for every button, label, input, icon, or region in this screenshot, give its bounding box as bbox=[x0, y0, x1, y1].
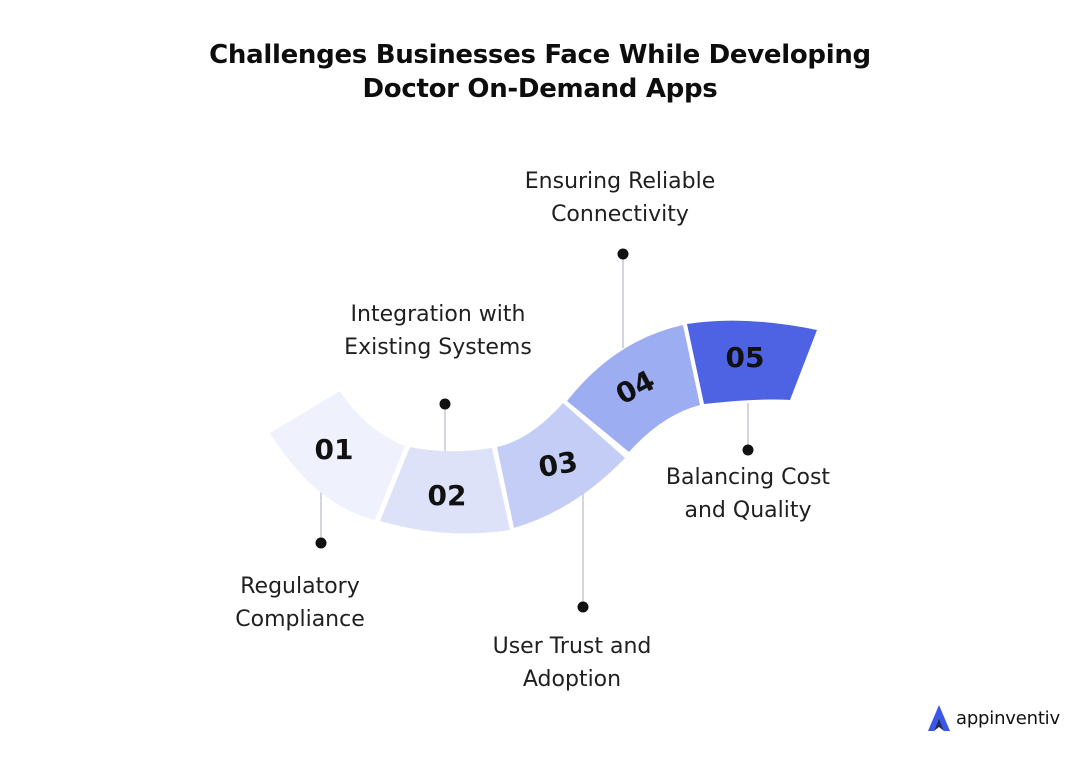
title-line-1: Challenges Businesses Face While Develop… bbox=[209, 40, 871, 70]
step-label-03: User Trust and Adoption bbox=[442, 630, 702, 696]
step-label-02-line1: Integration with bbox=[350, 302, 526, 327]
dot-01 bbox=[315, 537, 327, 549]
title-line-2: Doctor On-Demand Apps bbox=[362, 74, 718, 104]
step-label-02-line2: Existing Systems bbox=[344, 335, 532, 360]
segment-01 bbox=[270, 391, 405, 520]
step-number-03: 03 bbox=[536, 445, 580, 484]
page-title: Challenges Businesses Face While Develop… bbox=[0, 38, 1080, 106]
step-label-01-line1: Regulatory bbox=[240, 574, 360, 599]
dot-03 bbox=[577, 601, 589, 613]
brand-logo: appinventiv bbox=[926, 702, 1060, 734]
step-label-04-line2: Connectivity bbox=[551, 202, 689, 227]
step-number-02: 02 bbox=[428, 479, 467, 512]
step-label-05: Balancing Cost and Quality bbox=[618, 461, 878, 527]
connector-dots bbox=[315, 248, 754, 613]
step-label-04-line1: Ensuring Reliable bbox=[524, 169, 716, 194]
connector-lines bbox=[320, 254, 749, 607]
step-label-04: Ensuring Reliable Connectivity bbox=[490, 165, 750, 231]
step-label-05-line1: Balancing Cost bbox=[665, 465, 831, 490]
step-label-05-line2: and Quality bbox=[684, 498, 812, 523]
step-label-01-line2: Compliance bbox=[235, 607, 365, 632]
segment-05 bbox=[687, 320, 817, 404]
brand-name: appinventiv bbox=[956, 707, 1060, 729]
step-label-02: Integration with Existing Systems bbox=[308, 298, 568, 364]
appinventiv-logo-icon bbox=[928, 705, 950, 731]
segment-02 bbox=[380, 447, 510, 534]
segment-04 bbox=[567, 325, 700, 452]
step-number-01: 01 bbox=[315, 433, 354, 466]
dot-05 bbox=[742, 444, 754, 456]
step-label-03-line1: User Trust and bbox=[492, 634, 652, 659]
step-label-01: Regulatory Compliance bbox=[170, 570, 430, 636]
step-number-05: 05 bbox=[726, 341, 765, 374]
segment-03 bbox=[497, 403, 625, 528]
dot-02 bbox=[439, 398, 451, 410]
dot-04 bbox=[617, 248, 629, 260]
step-label-03-line2: Adoption bbox=[522, 667, 622, 692]
